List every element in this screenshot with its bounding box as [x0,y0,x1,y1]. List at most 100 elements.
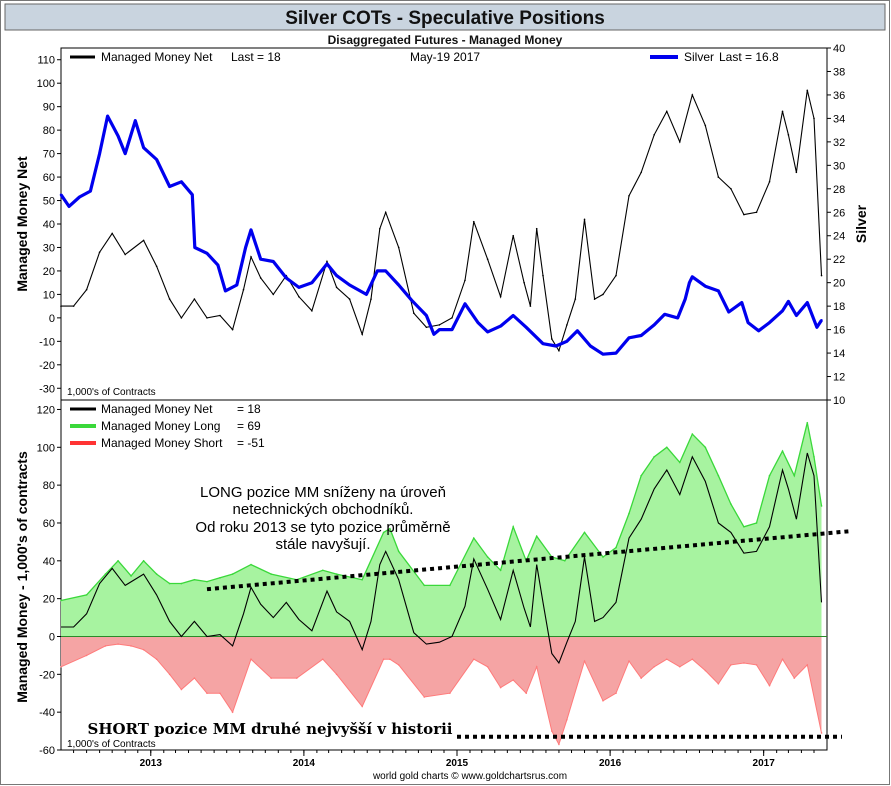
series-line-silver [59,114,823,356]
data-point-net-top [653,134,655,136]
data-point-long [704,446,707,449]
data-point-net-top [523,281,525,284]
data-point-long [85,594,88,596]
top-y-tick-label: 10 [43,289,55,301]
data-point-long [155,573,158,575]
data-point-net-top [219,314,221,317]
data-point-short [640,677,642,679]
data-point-net-top [348,298,351,300]
data-point-silver [235,283,238,287]
legend-value-long: = 69 [237,419,261,433]
data-point-silver [688,281,691,284]
legend-value-short: = -51 [237,436,265,450]
legend-value-net: = 18 [237,402,261,416]
data-point-long [615,546,617,549]
data-point-short [704,669,707,672]
data-point-long [423,584,426,587]
data-point-net-top [142,239,145,242]
data-point-silver [438,328,441,331]
data-point-short [615,692,617,695]
data-point-silver [815,326,819,329]
data-point-net-top [593,298,596,300]
data-point-silver [191,193,194,196]
data-point-long [691,433,694,435]
data-point-silver [216,263,220,267]
top-y-tick-label: 30 [43,242,55,254]
data-point-net-top [820,274,823,277]
top-y-tick-label: 70 [43,149,55,161]
data-point-short [499,686,502,689]
data-point-silver [554,344,558,348]
data-point-net-top [298,295,300,298]
top-y2-tick-label: 12 [833,372,845,384]
data-point-long [60,599,62,602]
data-point-silver [376,269,379,273]
footer-credit: world gold charts © www.goldchartsrus.co… [372,771,567,782]
data-point-silver [205,252,209,255]
chart-subtitle: Disaggregated Futures - Managed Money [328,33,563,47]
data-point-net-top [691,94,694,96]
data-point-net-top [98,251,101,253]
data-point-silver [757,329,760,332]
data-point-short [389,658,391,660]
top-y2-tick-label: 26 [833,207,845,219]
bottom-units-note: 1,000's of Contracts [67,739,156,750]
data-point-net-top [795,171,798,174]
data-point-short [180,688,183,691]
area-managed-money-short [61,636,822,745]
data-point-long [793,474,796,477]
data-point-short [104,645,107,647]
data-point-silver [576,329,579,332]
data-point-long [104,573,107,575]
data-point-long [813,455,815,458]
data-point-short [321,658,324,660]
data-point-silver [663,313,666,316]
data-point-long [361,578,363,581]
data-point-short [361,705,363,708]
data-point-silver [397,283,400,287]
data-point-net-top [335,286,338,289]
data-point-net-top [231,328,234,331]
top-y2-tick-label: 34 [833,113,845,125]
legend-label-long: Managed Money Long [101,419,220,433]
chart-title: Silver COTs - Speculative Positions [285,8,605,29]
data-point-silver [601,353,605,356]
bottom-y-axis-label: Managed Money - 1,000's of contracts [14,451,30,703]
series-line-managed-money-net-top [61,90,823,353]
data-point-silver [325,262,329,266]
data-point-short [653,665,655,668]
data-point-net-top [425,326,428,329]
top-y2-tick-label: 28 [833,184,845,196]
data-point-short [397,664,400,666]
data-point-long [806,421,809,424]
data-point-net-top [124,253,126,256]
data-point-net-top [486,258,489,261]
data-point-short [665,658,668,660]
data-point-net-top [615,274,617,277]
data-point-long [820,505,823,507]
data-point-short [551,730,553,732]
x-tick-label-2013: 2013 [140,758,163,769]
data-point-net-top [397,246,400,249]
data-point-silver [365,293,368,296]
data-point-long [781,450,784,452]
top-y-tick-label: -30 [39,383,55,395]
top-y-axis-label: Managed Money Net [14,156,30,292]
data-point-long [193,578,196,581]
data-point-net-top [755,211,758,214]
top-units-note: 1,000's of Contracts [67,387,156,398]
data-point-net-top [602,293,604,296]
data-point-short [60,665,62,668]
data-point-net-top [704,124,707,127]
data-point-short [717,682,720,685]
data-point-net-top [250,256,252,258]
data-point-silver [310,281,314,284]
data-point-short [535,665,538,668]
data-point-silver [98,152,101,155]
data-point-long [730,503,732,505]
data-point-silver [123,152,127,155]
data-point-long [270,573,272,575]
data-point-silver [244,246,247,249]
data-point-short [730,664,732,666]
data-point-short [472,658,475,660]
